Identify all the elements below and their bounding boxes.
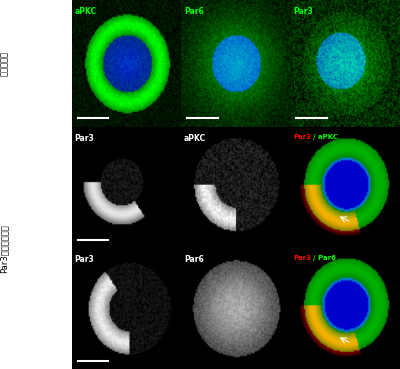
Text: Par3過剰発現細胞: Par3過剰発現細胞 xyxy=(0,224,8,273)
Text: Par3: Par3 xyxy=(74,255,94,264)
Text: Par3: Par3 xyxy=(74,134,94,143)
Text: Par3: Par3 xyxy=(293,255,311,261)
Text: aPKC: aPKC xyxy=(184,134,206,143)
Text: Par3: Par3 xyxy=(293,7,313,16)
Text: Par6: Par6 xyxy=(184,7,204,16)
Text: Par6: Par6 xyxy=(184,255,204,264)
Text: Par3: Par3 xyxy=(293,134,311,140)
Text: aPKC: aPKC xyxy=(74,7,96,16)
Text: 通常の細胞: 通常の細胞 xyxy=(0,51,8,76)
Text: / aPKC: / aPKC xyxy=(313,134,338,140)
Text: / Par6: / Par6 xyxy=(313,255,336,261)
